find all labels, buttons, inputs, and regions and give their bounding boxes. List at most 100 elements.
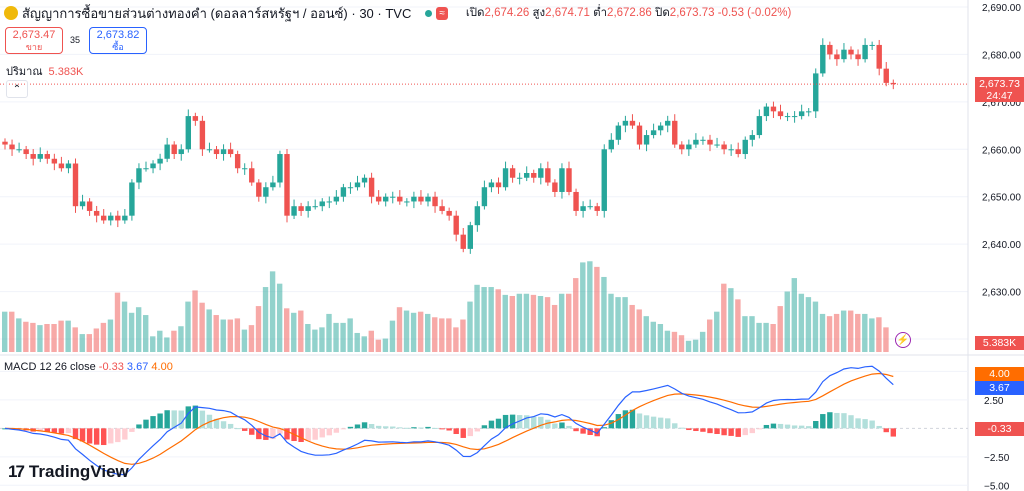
candle-body: [488, 182, 495, 188]
macd-histogram-bar: [277, 428, 283, 434]
macd-histogram-bar: [354, 424, 361, 429]
volume-bar: [234, 318, 241, 352]
candle-body: [164, 144, 170, 159]
macd-histogram-bar: [665, 418, 671, 429]
candle-body: [474, 206, 481, 226]
volume-bar: [869, 318, 875, 352]
candle-body: [171, 144, 177, 155]
candle-body: [869, 44, 875, 46]
candle-body: [679, 144, 685, 150]
macd-histogram-bar: [693, 428, 699, 432]
volume-bar: [728, 288, 734, 352]
macd-histogram-bar: [220, 421, 227, 429]
macd-histogram-bar: [242, 428, 248, 431]
macd-histogram-bar: [672, 423, 678, 429]
volume-bar: [30, 322, 36, 352]
macd-histogram-bar: [700, 428, 706, 432]
macd-histogram-bar: [559, 422, 565, 429]
buy-price: 2,673.82: [96, 29, 140, 41]
open-label: เปิด: [465, 7, 485, 19]
macd-histogram-bar: [108, 428, 114, 444]
volume-bar: [685, 340, 692, 352]
candle-body: [383, 196, 389, 202]
candle-body: [425, 196, 431, 202]
macd-histogram-bar: [86, 428, 93, 444]
macd-histogram-bar: [51, 428, 58, 433]
high-value: 2,674.71: [545, 7, 590, 19]
volume-bar: [594, 266, 600, 352]
ohlc-readout: เปิด2,674.26 สูง2,674.71 ต่ำ2,672.86 ปิด…: [466, 4, 791, 22]
macd-histogram-bar: [841, 413, 847, 429]
candle-body: [629, 120, 636, 126]
market-open-dot-icon: [425, 9, 433, 17]
volume-bar: [474, 284, 480, 352]
macd-histogram-bar: [756, 428, 763, 430]
candle-body: [220, 149, 227, 155]
volume-bar: [537, 296, 544, 352]
sell-button[interactable]: 2,673.47 ขาย: [5, 27, 63, 54]
buy-button[interactable]: 2,673.82 ซื้อ: [89, 27, 147, 54]
candle-body: [834, 54, 840, 60]
macd-histogram-bar: [622, 410, 629, 429]
candle-body: [30, 154, 36, 159]
macd-histogram-bar: [488, 420, 495, 429]
lightning-icon[interactable]: ⚡: [895, 332, 911, 348]
wave-icon[interactable]: ≈: [436, 6, 448, 20]
macd-title: MACD 12 26 close: [4, 361, 96, 373]
candle-body: [2, 141, 8, 145]
macd-histogram-bar: [615, 414, 622, 429]
volume-bar: [403, 310, 410, 352]
volume-bar: [615, 297, 621, 352]
volume-bar: [699, 331, 706, 352]
gold-coin-icon: [4, 6, 18, 20]
volume-bar: [608, 293, 614, 352]
candle-body: [178, 149, 184, 155]
volume-bar: [481, 287, 487, 352]
collapse-chevron-icon[interactable]: ⌃: [6, 80, 28, 98]
candle-body: [192, 116, 199, 121]
candle-body: [784, 116, 791, 118]
volume-bar: [333, 322, 339, 352]
volume-bar: [262, 287, 269, 352]
macd-histogram-bar: [524, 415, 530, 429]
candle-body: [213, 149, 220, 155]
volume-bar: [9, 311, 15, 352]
macd-histogram-bar: [728, 428, 734, 436]
macd-histogram-bar: [439, 428, 445, 430]
volume-bar: [805, 297, 812, 352]
macd-histogram-bar: [594, 428, 600, 437]
macd-histogram-bar: [178, 410, 184, 429]
volume-bar: [812, 301, 819, 352]
volume-bar: [86, 334, 92, 352]
candle-body: [509, 168, 516, 178]
volume-bar: [291, 312, 297, 352]
candle-body: [615, 125, 622, 140]
candle-body: [305, 206, 311, 211]
macd-histogram-bar: [361, 422, 368, 429]
symbol-title[interactable]: สัญญาการซื้อขายส่วนต่างทองคำ (ดอลลาร์สหร…: [22, 5, 412, 21]
macd-histogram-bar: [390, 426, 396, 429]
candle-body: [502, 168, 509, 188]
macd-histogram-bar: [707, 428, 713, 434]
macd-histogram-bar: [404, 427, 410, 429]
macd-histogram-bar: [136, 424, 142, 429]
candle-body: [721, 144, 727, 150]
macd-histogram-bar: [580, 428, 586, 434]
volume-bar: [819, 313, 826, 352]
tradingview-logo[interactable]: 17 TradingView: [8, 462, 129, 482]
volume-bar: [460, 319, 466, 352]
candle-body: [763, 106, 770, 117]
candle-body: [728, 149, 734, 151]
macd-histogram-bar: [298, 428, 304, 442]
candle-body: [657, 125, 664, 131]
volume-bar: [566, 293, 572, 352]
volume-bar: [255, 306, 262, 352]
macd-histogram-bar: [770, 423, 777, 429]
macd-histogram-bar: [573, 428, 579, 432]
high-label: สูง: [532, 7, 546, 19]
volume-bar: [707, 319, 713, 352]
candle-body: [622, 120, 629, 126]
candle-body: [608, 139, 614, 150]
macd-histogram-bar: [827, 412, 833, 429]
